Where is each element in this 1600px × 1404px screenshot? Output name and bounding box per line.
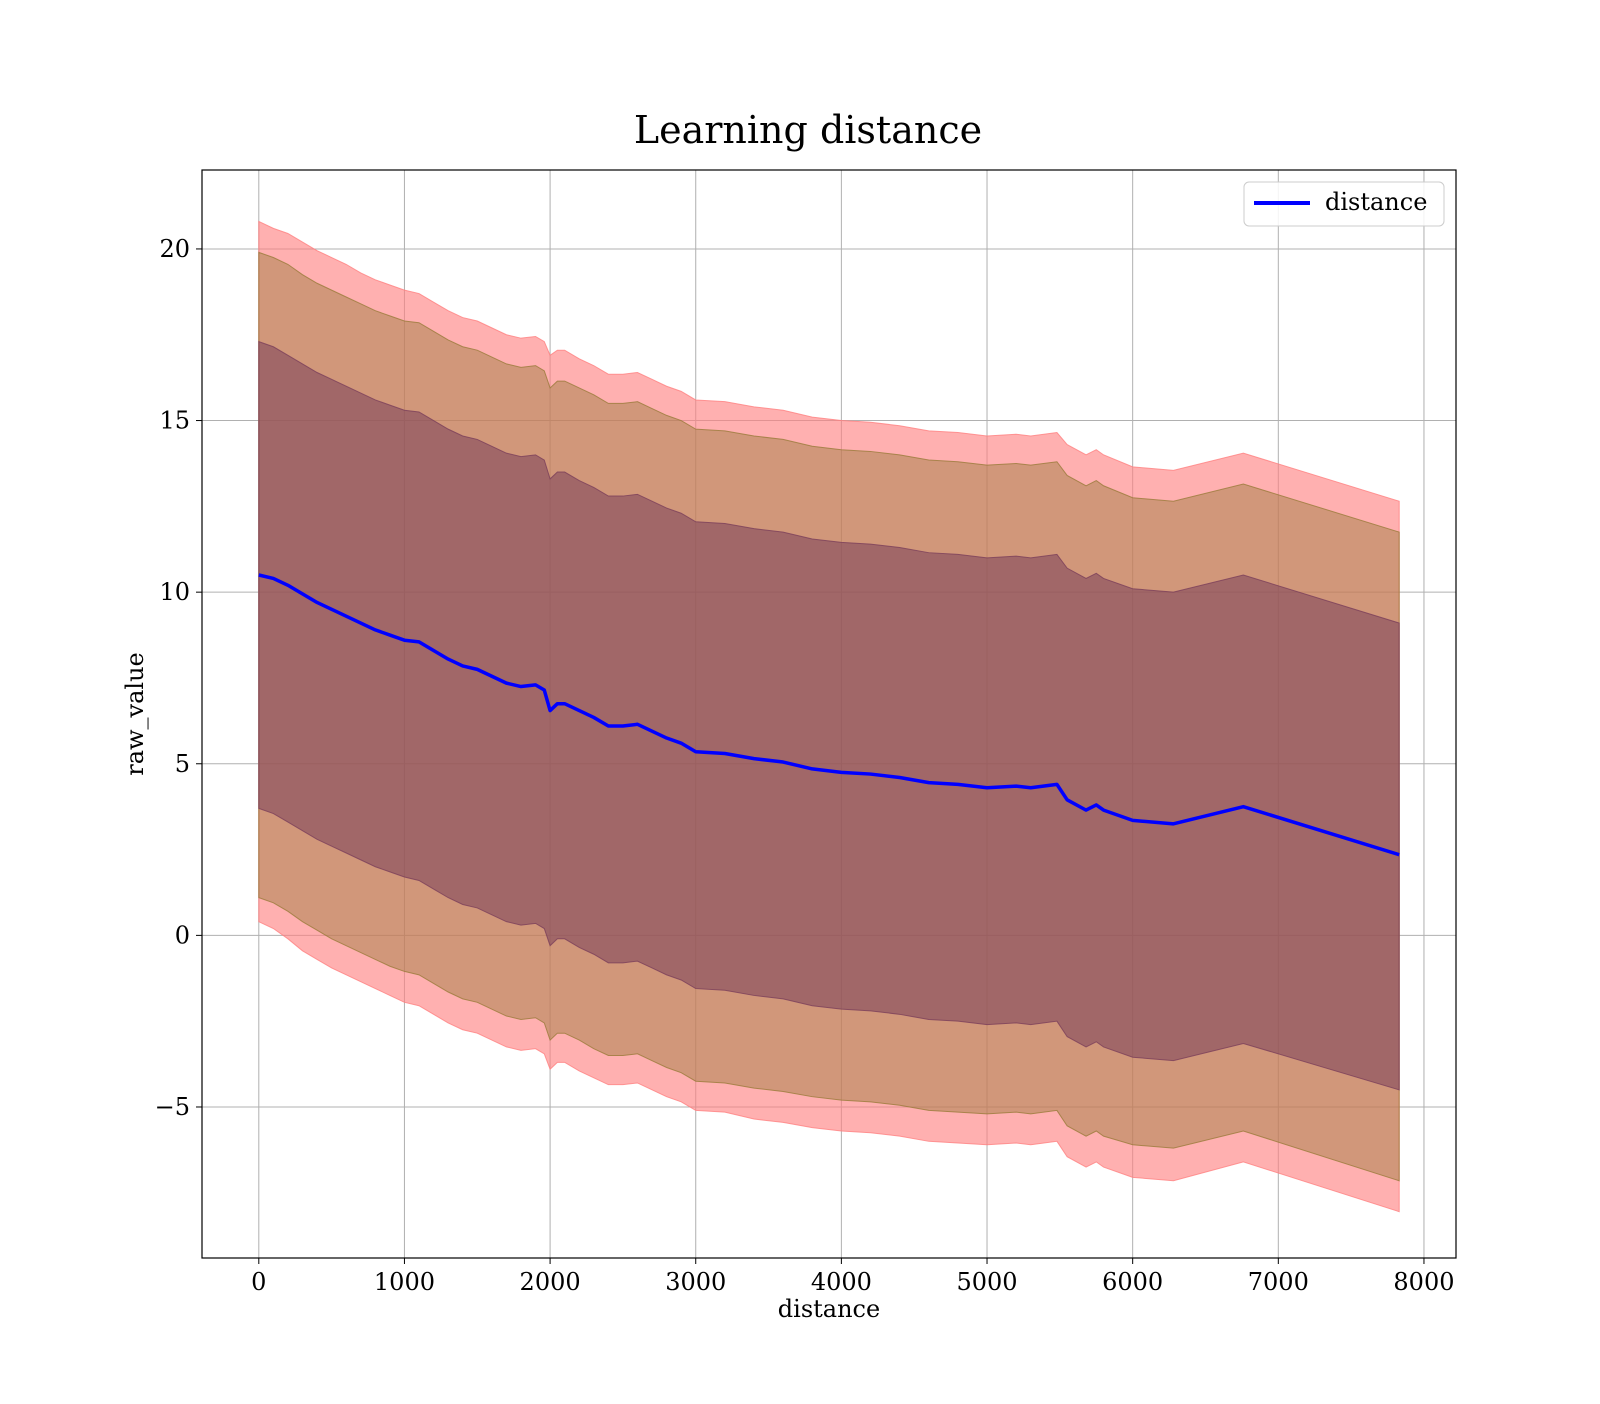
y-axis-ticks: −5 0 5 10 15 20 (155, 235, 202, 1121)
x-tick-label: 4000 (811, 1268, 872, 1296)
y-axis-label: raw_value (121, 652, 149, 776)
y-tick-label: 15 (159, 407, 190, 435)
series-lines (258, 573, 1400, 857)
x-tick-label: 5000 (956, 1268, 1017, 1296)
x-axis-label: distance (778, 1295, 880, 1323)
x-axis-ticks: 0 1000 2000 3000 4000 5000 6000 7000 8000 (251, 1258, 1454, 1296)
chart-title: Learning distance (634, 108, 982, 152)
x-tick-label: 6000 (1102, 1268, 1163, 1296)
x-tick-label: 7000 (1248, 1268, 1309, 1296)
band-inner (258, 340, 1400, 1091)
legend-label: distance (1325, 188, 1427, 216)
x-tick-label: 8000 (1393, 1268, 1454, 1296)
y-tick-label: 20 (159, 235, 190, 263)
series-line-distance (258, 573, 1400, 857)
uncertainty-bands (258, 220, 1400, 1213)
x-tick-label: 1000 (374, 1268, 435, 1296)
y-tick-label: 5 (175, 750, 190, 778)
x-tick-label: 2000 (520, 1268, 581, 1296)
plot-frame (201, 169, 1457, 1259)
y-tick-label: −5 (155, 1093, 190, 1121)
y-tick-label: 10 (159, 578, 190, 606)
y-tick-label: 0 (175, 921, 190, 949)
legend: distance (1243, 181, 1445, 227)
legend-box (1243, 181, 1445, 227)
x-tick-label: 0 (251, 1268, 266, 1296)
x-tick-label: 3000 (665, 1268, 726, 1296)
